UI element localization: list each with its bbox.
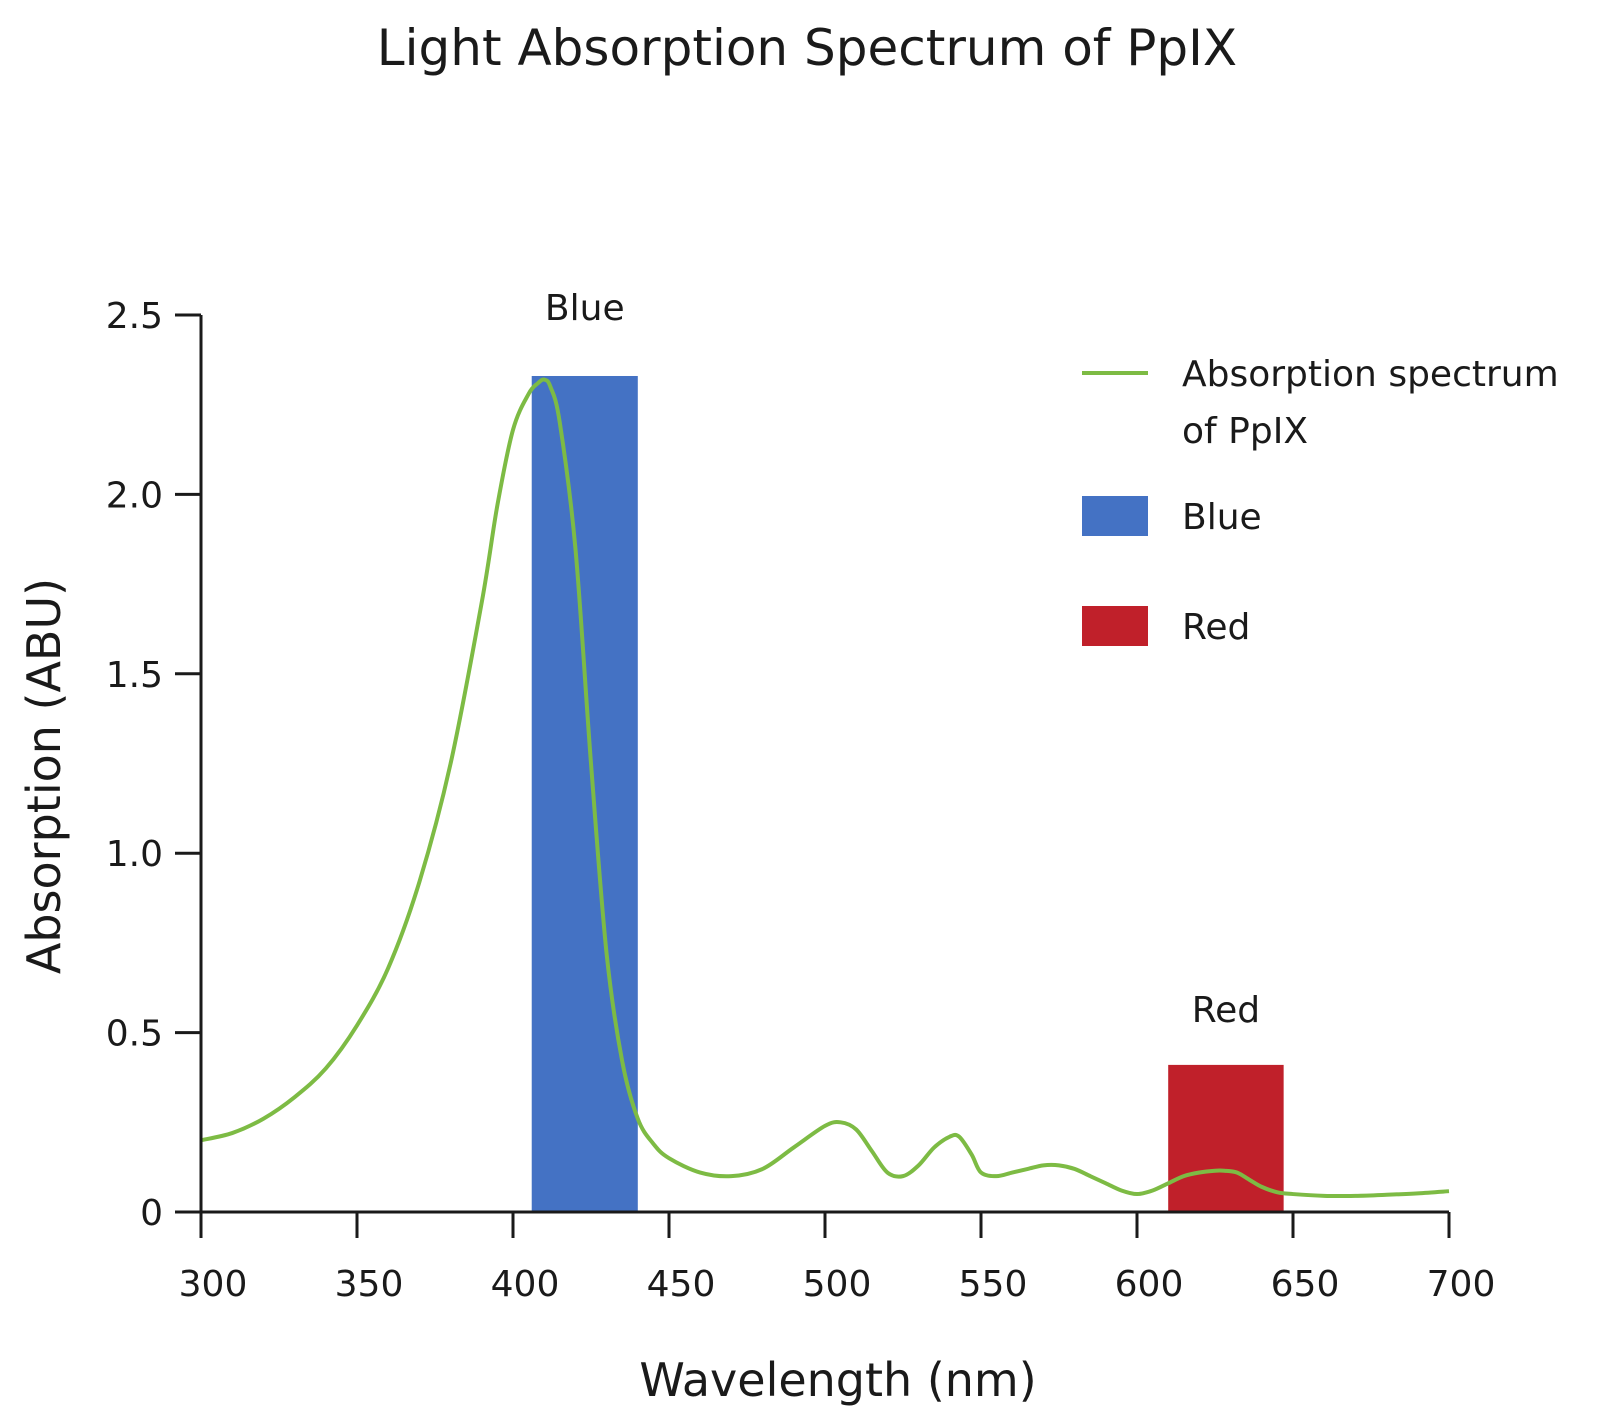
x-tick-label: 400 bbox=[491, 1264, 560, 1305]
band-label-blue: Blue bbox=[545, 288, 625, 329]
y-tick-label: 0 bbox=[140, 1193, 163, 1234]
legend-swatch-red bbox=[1082, 606, 1148, 646]
x-tick-label: 600 bbox=[1115, 1264, 1184, 1305]
x-axis-label: Wavelength (nm) bbox=[639, 1353, 1036, 1407]
y-tick-label: 1.5 bbox=[106, 655, 163, 696]
y-ticks: 0 0.5 1.0 1.5 2.0 2.5 bbox=[106, 296, 201, 1234]
legend: Absorption spectrum of PpIX Blue Red bbox=[1082, 354, 1559, 648]
y-tick-label: 2.0 bbox=[106, 475, 163, 516]
legend-label-spectrum-line1: Absorption spectrum bbox=[1182, 354, 1559, 395]
y-tick-label: 0.5 bbox=[106, 1014, 163, 1055]
x-tick-label: 350 bbox=[335, 1264, 404, 1305]
series-layer bbox=[200, 377, 1450, 1199]
band-label-red: Red bbox=[1192, 990, 1260, 1031]
chart-title: Light Absorption Spectrum of PpIX bbox=[377, 19, 1237, 77]
y-tick-label: 2.5 bbox=[106, 296, 163, 337]
x-tick-label: 700 bbox=[1427, 1264, 1496, 1305]
x-ticks: 300 350 400 450 500 550 600 650 700 bbox=[179, 1212, 1496, 1305]
series-line-0 bbox=[200, 377, 1450, 1199]
x-tick-label: 300 bbox=[179, 1264, 248, 1305]
y-tick-label: 1.0 bbox=[106, 834, 163, 875]
y-axis-label: Absorption (ABU) bbox=[17, 578, 71, 974]
x-tick-label: 550 bbox=[959, 1264, 1028, 1305]
x-tick-label: 450 bbox=[647, 1264, 716, 1305]
legend-swatch-blue bbox=[1082, 496, 1148, 536]
legend-label-blue: Blue bbox=[1182, 497, 1262, 538]
x-tick-label: 500 bbox=[803, 1264, 872, 1305]
band-bar-blue bbox=[531, 375, 638, 1213]
bands-layer bbox=[531, 375, 1284, 1213]
x-tick-label: 650 bbox=[1271, 1264, 1340, 1305]
legend-label-red: Red bbox=[1182, 607, 1250, 648]
legend-label-spectrum-line2: of PpIX bbox=[1182, 411, 1308, 452]
